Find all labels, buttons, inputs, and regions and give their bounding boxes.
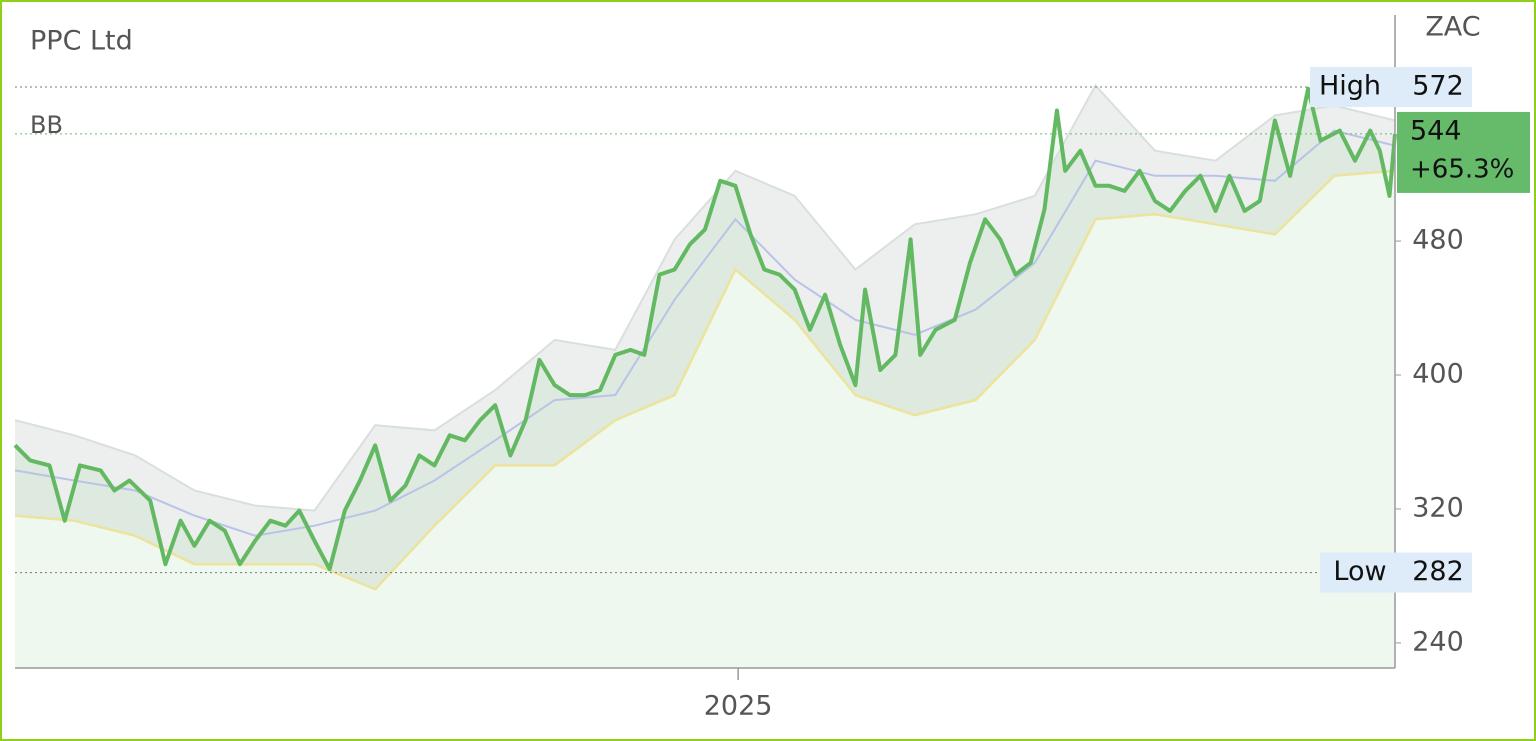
indicator-label: BB — [30, 111, 63, 139]
high-box — [1310, 67, 1472, 108]
last-change: +65.3% — [1410, 154, 1514, 184]
y-tick-label: 240 — [1412, 626, 1464, 657]
band-lower — [14, 169, 1396, 591]
unit-label: ZAC — [1425, 12, 1480, 43]
price-line — [13, 86, 1397, 572]
plot-area — [13, 83, 1397, 668]
low-box — [1320, 552, 1472, 593]
high-label: High — [1319, 71, 1381, 102]
band-middle — [14, 129, 1396, 537]
y-tick-label: 320 — [1412, 492, 1464, 523]
low-value: 282 — [1412, 556, 1464, 587]
low-label: Low — [1333, 556, 1386, 587]
last-value: 544 — [1410, 115, 1462, 146]
last-box — [1397, 111, 1530, 193]
high-value: 572 — [1412, 71, 1464, 102]
y-tick-label: 480 — [1412, 225, 1464, 256]
band-upper — [14, 83, 1396, 512]
price-area — [15, 88, 1395, 668]
band-fill — [15, 85, 1395, 590]
chart-title: PPC Ltd — [30, 26, 133, 57]
y-tick-label: 400 — [1412, 359, 1464, 390]
x-tick-label: 2025 — [704, 691, 773, 722]
